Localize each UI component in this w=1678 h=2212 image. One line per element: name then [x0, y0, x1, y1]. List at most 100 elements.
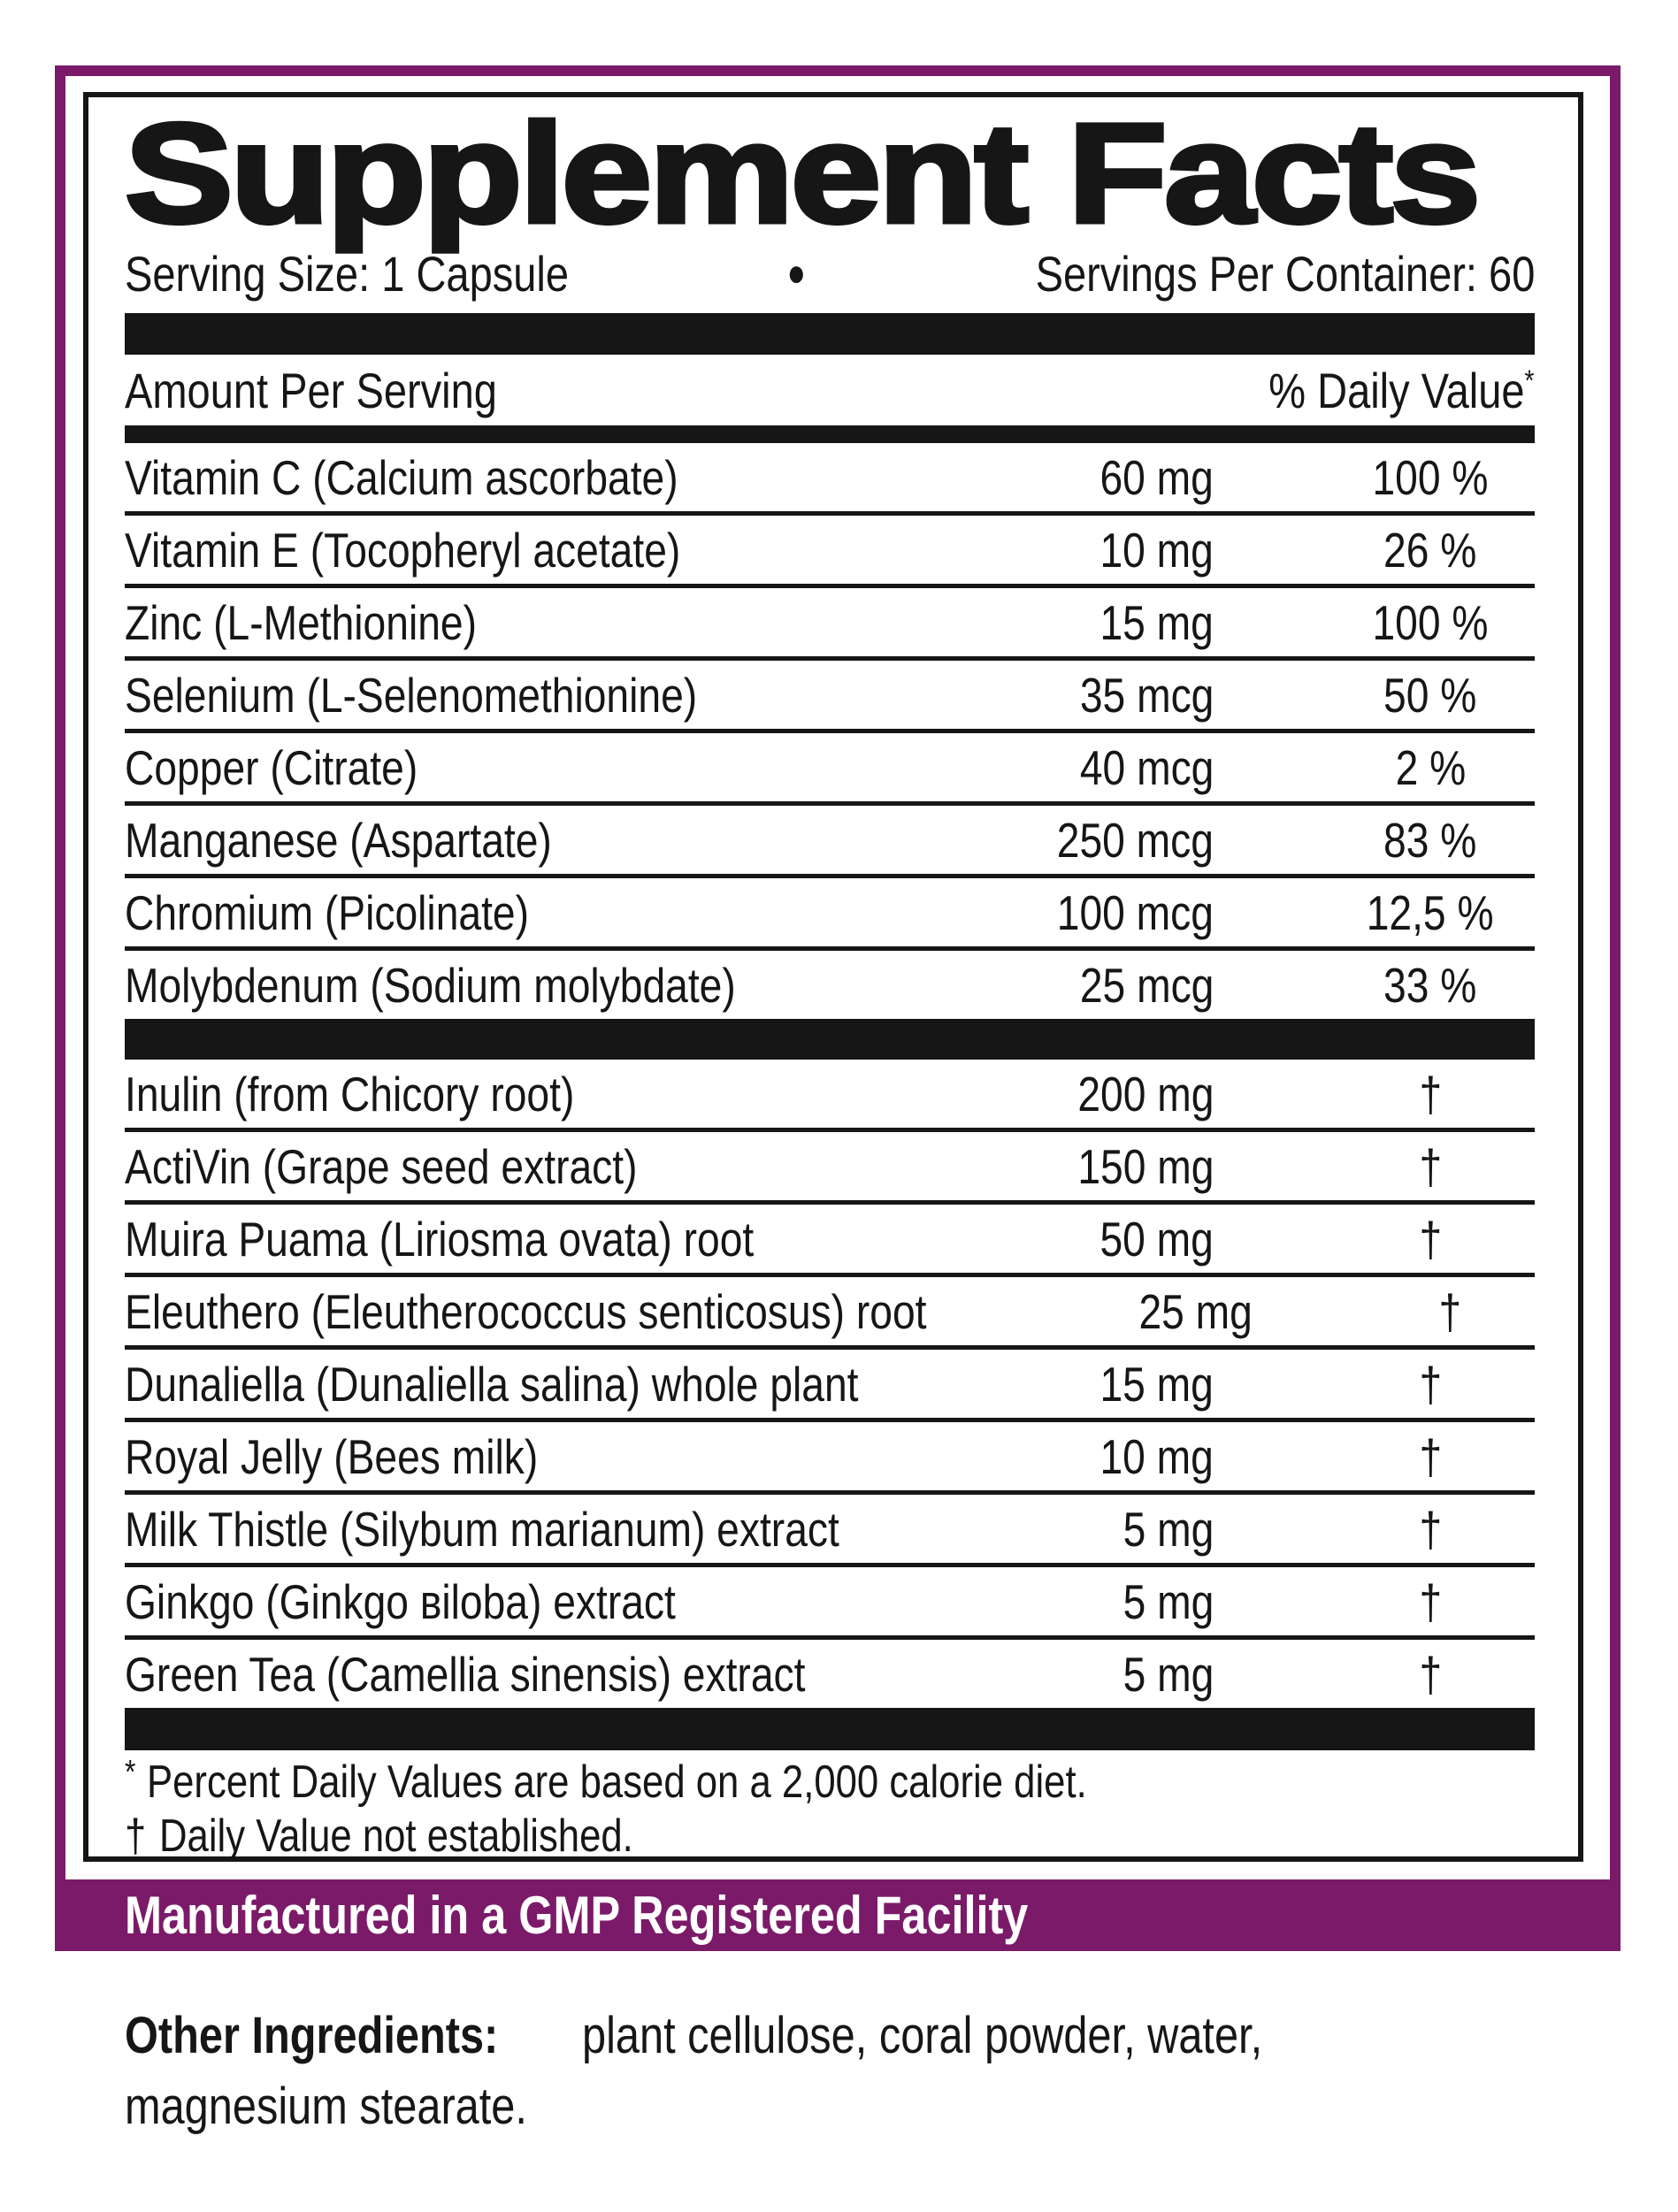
- ingredient-daily-value: 12,5 %: [1367, 884, 1494, 940]
- ingredient-amount: 5 mg: [1122, 1646, 1214, 1702]
- table-row: Chromium (Picolinate) 100 mcg 12,5 %: [125, 878, 1535, 951]
- table-row: Vitamin C (Calcium ascorbate) 60 mg 100 …: [125, 443, 1535, 516]
- ingredient-name: Copper (Citrate): [125, 739, 418, 795]
- ingredient-daily-value: 50 %: [1383, 667, 1477, 723]
- ingredient-name: Molybdenum (Sodium molybdate): [125, 957, 736, 1013]
- ingredient-amount: 150 mg: [1077, 1138, 1214, 1194]
- divider-bar-middle: [125, 1019, 1535, 1060]
- ingredient-amount: 35 mcg: [1079, 667, 1214, 723]
- ingredient-name: Vitamin C (Calcium ascorbate): [125, 449, 678, 505]
- ingredient-amount: 15 mg: [1100, 594, 1214, 650]
- serving-info-row: Serving Size: 1 Capsule ● Servings Per C…: [125, 245, 1535, 302]
- ingredient-daily-value: 26 %: [1383, 522, 1477, 578]
- other-ingredients-label: Other Ingredients:: [125, 2007, 499, 2064]
- ingredient-name: Milk Thistle (Silybum marianum) extract: [125, 1501, 839, 1557]
- table-row: Dunaliella (Dunaliella salina) whole pla…: [125, 1350, 1535, 1422]
- ingredient-name: Dunaliella (Dunaliella salina) whole pla…: [125, 1356, 859, 1412]
- ingredient-name: Manganese (Aspartate): [125, 812, 552, 868]
- ingredient-name: Inulin (from Chicory root): [125, 1066, 575, 1121]
- footnote-asterisk: * Percent Daily Values are based on a 2,0…: [125, 1754, 1535, 1811]
- ingredient-name: Eleuthero (Eleutherococcus senticosus) r…: [125, 1283, 927, 1339]
- botanicals-section: Inulin (from Chicory root) 200 mg † Acti…: [125, 1060, 1535, 1708]
- ingredient-name: Green Tea (Camellia sinensis) extract: [125, 1646, 806, 1702]
- ingredient-amount: 250 mcg: [1056, 812, 1214, 868]
- ingredient-daily-value: †: [1419, 1138, 1442, 1194]
- table-row: Ginkgo (Ginkgo вiloba) extract 5 mg †: [125, 1567, 1535, 1640]
- ingredient-daily-value: †: [1419, 1428, 1442, 1484]
- ingredient-name: Muira Puama (Liriosma ovata) root: [125, 1211, 755, 1267]
- footnote-dagger: † Daily Value not established.: [125, 1811, 1535, 1861]
- footnote-asterisk-text: Percent Daily Values are based on a 2,00…: [146, 1757, 1087, 1808]
- table-row: Selenium (L-Selenomethionine) 35 mcg 50 …: [125, 661, 1535, 733]
- dagger-symbol: †: [125, 1810, 147, 1862]
- ingredient-amount: 10 mg: [1100, 1428, 1214, 1484]
- gmp-banner-text: Manufactured in a GMP Registered Facilit…: [125, 1886, 1029, 1945]
- table-row: Inulin (from Chicory root) 200 mg †: [125, 1060, 1535, 1132]
- ingredient-amount: 40 mcg: [1079, 739, 1214, 795]
- ingredient-daily-value: †: [1419, 1646, 1442, 1702]
- other-ingredients-line1: Other Ingredients: plant cellulose, coral…: [125, 2001, 1391, 2071]
- table-row: Green Tea (Camellia sinensis) extract 5 …: [125, 1640, 1535, 1708]
- ingredient-amount: 5 mg: [1122, 1501, 1214, 1557]
- ingredient-daily-value: 2 %: [1395, 739, 1466, 795]
- other-ingredients-line2: magnesium stearate.: [125, 2071, 1391, 2142]
- other-ingredients-text: magnesium stearate.: [125, 2078, 527, 2135]
- table-header-row: Amount Per Serving % Daily Value*: [125, 355, 1535, 425]
- ingredient-name: ActiVin (Grape seed extract): [125, 1138, 638, 1194]
- other-ingredients-text: plant cellulose, coral powder, water,: [581, 2007, 1262, 2064]
- table-row: Royal Jelly (Bees milk) 10 mg †: [125, 1422, 1535, 1495]
- footnotes: * Percent Daily Values are based on a 2,0…: [125, 1754, 1535, 1861]
- divider-bar-bottom: [125, 1708, 1535, 1750]
- table-row: Manganese (Aspartate) 250 mcg 83 %: [125, 806, 1535, 878]
- ingredient-name: Ginkgo (Ginkgo вiloba) extract: [125, 1573, 676, 1629]
- ingredient-amount: 60 mg: [1100, 449, 1214, 505]
- page-title: Supplement Facts: [122, 94, 1483, 252]
- table-row: Molybdenum (Sodium molybdate) 25 mcg 33 …: [125, 951, 1535, 1019]
- table-row: Zinc (L-Methionine) 15 mg 100 %: [125, 588, 1535, 661]
- ingredient-daily-value: 83 %: [1383, 812, 1477, 868]
- ingredient-amount: 25 mg: [1138, 1283, 1253, 1339]
- ingredient-name: Selenium (L-Selenomethionine): [125, 667, 698, 723]
- ingredient-amount: 200 mg: [1077, 1066, 1214, 1121]
- ingredient-amount: 50 mg: [1100, 1211, 1214, 1267]
- daily-value-header: % Daily Value*: [1268, 362, 1535, 418]
- facts-panel: Supplement Facts Serving Size: 1 Capsule…: [83, 92, 1583, 1862]
- asterisk-symbol: *: [125, 1754, 136, 1791]
- daily-value-asterisk: *: [1525, 364, 1535, 397]
- ingredient-amount: 10 mg: [1100, 522, 1214, 578]
- table-row: ActiVin (Grape seed extract) 150 mg †: [125, 1132, 1535, 1205]
- footnote-dagger-text: Daily Value not established.: [158, 1810, 633, 1862]
- ingredient-amount: 5 mg: [1122, 1573, 1214, 1629]
- ingredient-daily-value: 100 %: [1372, 449, 1489, 505]
- ingredient-name: Zinc (L-Methionine): [125, 594, 477, 650]
- bullet-separator-icon: ●: [787, 251, 807, 295]
- gmp-banner: Manufactured in a GMP Registered Facilit…: [55, 1879, 1621, 1951]
- table-row: Vitamin E (Tocopheryl acetate) 10 mg 26 …: [125, 516, 1535, 588]
- serving-size-text: Serving Size: 1 Capsule: [125, 245, 570, 302]
- table-row: Milk Thistle (Silybum marianum) extract …: [125, 1495, 1535, 1567]
- table-row: Copper (Citrate) 40 mcg 2 %: [125, 733, 1535, 806]
- ingredient-amount: 25 mcg: [1079, 957, 1214, 1013]
- table-row: Eleuthero (Eleutherococcus senticosus) r…: [125, 1277, 1535, 1350]
- ingredient-daily-value: †: [1419, 1501, 1442, 1557]
- ingredient-daily-value: †: [1419, 1066, 1442, 1121]
- divider-bar-header: [125, 425, 1535, 443]
- ingredient-daily-value: †: [1438, 1283, 1461, 1339]
- ingredient-daily-value: 100 %: [1372, 594, 1489, 650]
- minerals-section: Vitamin C (Calcium ascorbate) 60 mg 100 …: [125, 443, 1535, 1019]
- ingredient-name: Royal Jelly (Bees milk): [125, 1428, 539, 1484]
- ingredient-amount: 15 mg: [1100, 1356, 1214, 1412]
- ingredient-daily-value: †: [1419, 1211, 1442, 1267]
- divider-bar-top: [125, 313, 1535, 355]
- amount-per-serving-header: Amount Per Serving: [125, 362, 497, 418]
- ingredient-name: Chromium (Picolinate): [125, 884, 529, 940]
- ingredient-name: Vitamin E (Tocopheryl acetate): [125, 522, 681, 578]
- ingredient-amount: 100 mcg: [1056, 884, 1214, 940]
- table-row: Muira Puama (Liriosma ovata) root 50 mg …: [125, 1205, 1535, 1277]
- ingredient-daily-value: 33 %: [1383, 957, 1477, 1013]
- ingredient-daily-value: †: [1419, 1573, 1442, 1629]
- ingredient-daily-value: †: [1419, 1356, 1442, 1412]
- other-ingredients: Other Ingredients: plant cellulose, coral…: [125, 2001, 1391, 2142]
- servings-per-container-text: Servings Per Container: 60: [1035, 245, 1535, 302]
